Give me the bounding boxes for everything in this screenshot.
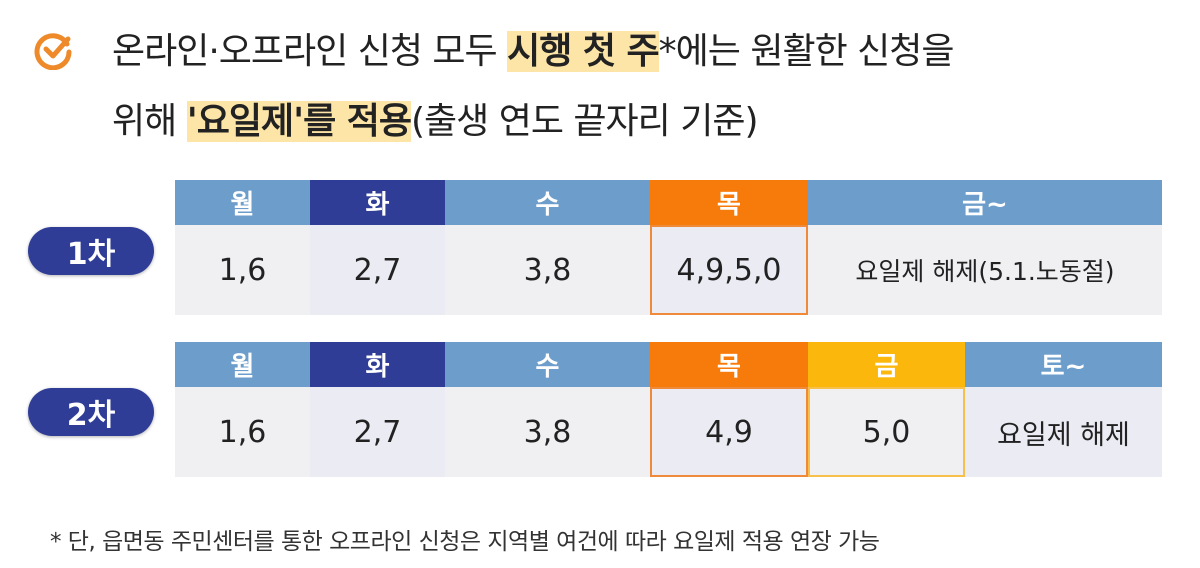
header-tue: 화 (310, 342, 445, 387)
header-mon: 월 (175, 342, 310, 387)
cell-sat-onward: 요일제 해제 (965, 387, 1162, 477)
cell-mon: 1,6 (175, 387, 310, 477)
round-2-table: 월 화 수 목 금 토~ 1,6 2,7 3,8 4,9 5,0 요일제 해제 (175, 342, 1162, 477)
header-tue: 화 (310, 180, 445, 225)
round-1-table: 월 화 수 목 금~ 1,6 2,7 3,8 4,9,5,0 요일제 해제(5.… (175, 180, 1162, 315)
cell-wed: 3,8 (445, 225, 650, 315)
cell-tue: 2,7 (310, 387, 445, 477)
cell-tue: 2,7 (310, 225, 445, 315)
header-fri-onward: 금~ (808, 180, 1162, 225)
header-wed: 수 (445, 180, 650, 225)
header-wed: 수 (445, 342, 650, 387)
header-thu: 목 (650, 342, 808, 387)
cell-thu: 4,9 (650, 387, 808, 477)
round-1-badge: 1차 (28, 227, 154, 275)
header-fri: 금 (808, 342, 965, 387)
footnote: * 단, 읍면동 주민센터를 통한 오프라인 신청은 지역별 여건에 따라 요일… (50, 529, 880, 555)
headline-line-1: 온라인·오프라인 신청 모두 시행 첫 주*에는 원활한 신청을 (112, 31, 954, 72)
header-thu: 목 (650, 180, 808, 225)
cell-fri: 5,0 (808, 387, 965, 477)
headline-line-2: 위해 '요일제'를 적용(출생 연도 끝자리 기준) (112, 101, 758, 142)
check-circle-icon (34, 33, 72, 70)
cell-mon: 1,6 (175, 225, 310, 315)
cell-fri-onward: 요일제 해제(5.1.노동절) (808, 225, 1162, 315)
header-sat-onward: 토~ (965, 342, 1162, 387)
round-2-badge: 2차 (28, 388, 154, 436)
cell-thu: 4,9,5,0 (650, 225, 808, 315)
header-mon: 월 (175, 180, 310, 225)
cell-wed: 3,8 (445, 387, 650, 477)
